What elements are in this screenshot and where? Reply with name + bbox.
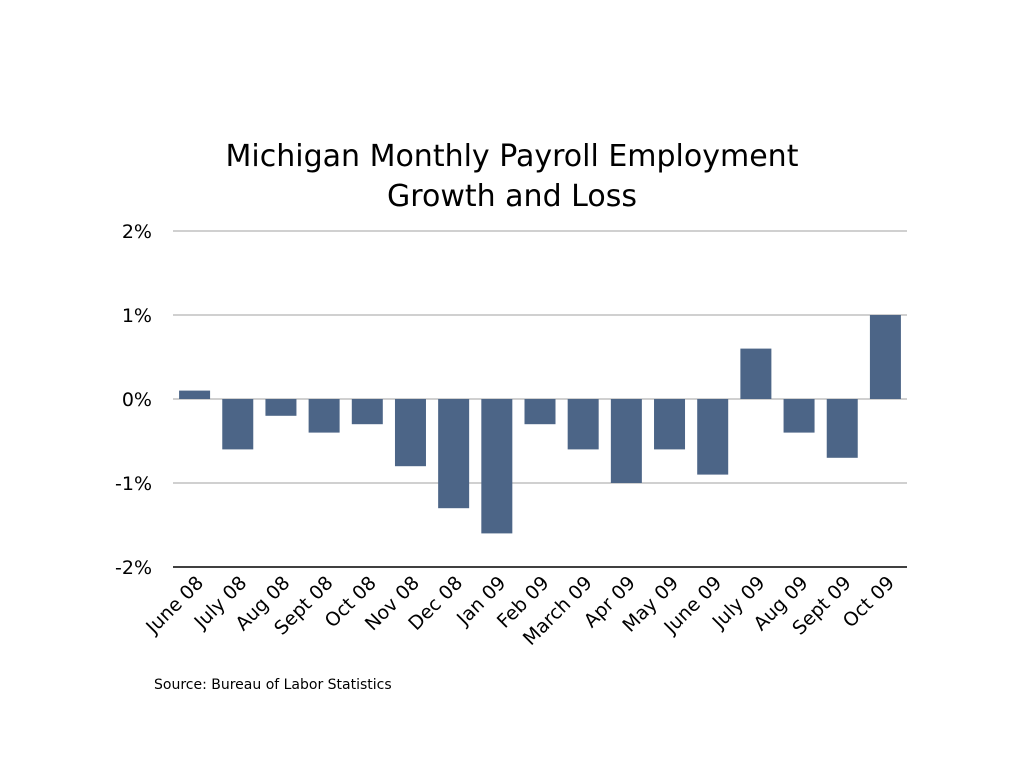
source-note: Source: Bureau of Labor Statistics [154,677,392,693]
bar [394,399,426,467]
bar [524,399,556,425]
x-tick-label: June 08 [141,572,208,639]
bar [654,399,686,450]
y-tick-label: -2% [115,557,152,579]
bar [869,315,901,399]
chart-title-line-1: Michigan Monthly Payroll Employment [226,139,799,174]
bars [179,315,901,534]
bar [610,399,642,483]
bar [826,399,858,458]
bar [179,390,211,399]
bar [308,399,340,433]
bar [222,399,254,450]
chart-title-line-2: Growth and Loss [387,179,637,214]
bar [351,399,383,425]
bar [481,399,513,534]
bar [740,348,772,399]
y-tick-label: 0% [122,389,152,411]
bar [265,399,297,416]
y-tick-label: 2% [122,221,152,243]
y-tick-label: -1% [115,473,152,495]
bar [697,399,729,475]
bar [438,399,470,509]
y-tick-label: 1% [122,305,152,327]
y-axis-ticks: 2% 1% 0% -1% -2% [115,221,152,579]
bar [783,399,815,433]
bar [567,399,599,450]
